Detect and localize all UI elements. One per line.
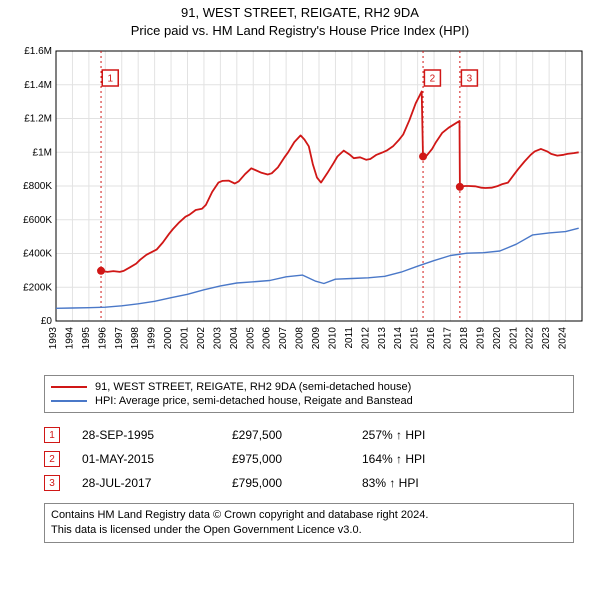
license-block: Contains HM Land Registry data © Crown c… bbox=[44, 503, 574, 543]
license-line1: Contains HM Land Registry data © Crown c… bbox=[51, 508, 567, 523]
sale-date: 28-JUL-2017 bbox=[82, 476, 232, 490]
svg-text:2021: 2021 bbox=[508, 327, 519, 350]
sale-price: £795,000 bbox=[232, 476, 362, 490]
chart-title-block: 91, WEST STREET, REIGATE, RH2 9DA Price … bbox=[8, 4, 592, 39]
license-line2: This data is licensed under the Open Gov… bbox=[51, 523, 567, 538]
svg-text:2017: 2017 bbox=[443, 327, 454, 350]
svg-text:2009: 2009 bbox=[311, 327, 322, 350]
svg-text:2007: 2007 bbox=[278, 327, 289, 350]
svg-text:2008: 2008 bbox=[295, 327, 306, 350]
sale-badge: 1 bbox=[44, 427, 60, 443]
legend: 91, WEST STREET, REIGATE, RH2 9DA (semi-… bbox=[44, 375, 574, 413]
svg-text:3: 3 bbox=[467, 74, 473, 85]
sale-row: 1 28-SEP-1995 £297,500 257% ↑ HPI bbox=[44, 423, 574, 447]
svg-text:2003: 2003 bbox=[212, 327, 223, 350]
svg-text:2004: 2004 bbox=[229, 327, 240, 350]
legend-label-property: 91, WEST STREET, REIGATE, RH2 9DA (semi-… bbox=[95, 381, 411, 393]
svg-text:1995: 1995 bbox=[81, 327, 92, 350]
sale-pct: 164% ↑ HPI bbox=[362, 452, 574, 466]
svg-text:2: 2 bbox=[430, 74, 436, 85]
svg-text:2024: 2024 bbox=[558, 327, 569, 350]
svg-text:2015: 2015 bbox=[410, 327, 421, 350]
sale-date: 28-SEP-1995 bbox=[82, 428, 232, 442]
price-chart: £0 £200K £400K £600K £800K £1M £1.2M £1.4M £1.6M… bbox=[8, 45, 592, 367]
sale-price: £975,000 bbox=[232, 452, 362, 466]
title-address: 91, WEST STREET, REIGATE, RH2 9DA bbox=[8, 4, 592, 22]
svg-text:£400K: £400K bbox=[23, 249, 52, 260]
sale-row: 3 28-JUL-2017 £795,000 83% ↑ HPI bbox=[44, 471, 574, 495]
legend-swatch-hpi bbox=[51, 400, 87, 402]
legend-item-property: 91, WEST STREET, REIGATE, RH2 9DA (semi-… bbox=[51, 380, 567, 394]
svg-text:2001: 2001 bbox=[180, 327, 191, 350]
svg-text:£0: £0 bbox=[41, 316, 53, 327]
svg-text:£1.4M: £1.4M bbox=[24, 80, 52, 91]
legend-swatch-property bbox=[51, 386, 87, 388]
sale-price: £297,500 bbox=[232, 428, 362, 442]
title-subtitle: Price paid vs. HM Land Registry's House … bbox=[8, 22, 592, 40]
svg-text:£1.2M: £1.2M bbox=[24, 114, 52, 125]
svg-text:1993: 1993 bbox=[48, 327, 59, 350]
svg-text:£200K: £200K bbox=[23, 282, 52, 293]
svg-text:2020: 2020 bbox=[492, 327, 503, 350]
svg-text:1996: 1996 bbox=[97, 327, 108, 350]
legend-label-hpi: HPI: Average price, semi-detached house,… bbox=[95, 395, 413, 407]
svg-text:1997: 1997 bbox=[114, 327, 125, 350]
svg-text:1998: 1998 bbox=[130, 327, 141, 350]
svg-text:2005: 2005 bbox=[245, 327, 256, 350]
svg-text:2022: 2022 bbox=[525, 327, 536, 350]
svg-text:2019: 2019 bbox=[475, 327, 486, 350]
svg-text:2023: 2023 bbox=[541, 327, 552, 350]
sales-table: 1 28-SEP-1995 £297,500 257% ↑ HPI 2 01-M… bbox=[44, 423, 574, 495]
svg-text:2011: 2011 bbox=[344, 327, 355, 349]
svg-text:2000: 2000 bbox=[163, 327, 174, 350]
svg-text:2018: 2018 bbox=[459, 327, 470, 350]
svg-text:£800K: £800K bbox=[23, 181, 52, 192]
svg-text:2002: 2002 bbox=[196, 327, 207, 350]
sale-date: 01-MAY-2015 bbox=[82, 452, 232, 466]
sale-badge: 2 bbox=[44, 451, 60, 467]
sale-pct: 257% ↑ HPI bbox=[362, 428, 574, 442]
sale-pct: 83% ↑ HPI bbox=[362, 476, 574, 490]
legend-item-hpi: HPI: Average price, semi-detached house,… bbox=[51, 394, 567, 408]
sale-badge: 3 bbox=[44, 475, 60, 491]
svg-text:1999: 1999 bbox=[147, 327, 158, 350]
svg-text:£1.6M: £1.6M bbox=[24, 46, 52, 57]
svg-text:1994: 1994 bbox=[64, 327, 75, 350]
svg-text:£600K: £600K bbox=[23, 215, 52, 226]
svg-text:2016: 2016 bbox=[426, 327, 437, 350]
svg-text:2013: 2013 bbox=[377, 327, 388, 350]
sale-row: 2 01-MAY-2015 £975,000 164% ↑ HPI bbox=[44, 447, 574, 471]
svg-text:1: 1 bbox=[107, 74, 113, 85]
svg-text:2012: 2012 bbox=[360, 327, 371, 350]
svg-text:2014: 2014 bbox=[393, 327, 404, 350]
svg-text:2010: 2010 bbox=[327, 327, 338, 350]
svg-text:2006: 2006 bbox=[262, 327, 273, 350]
svg-text:£1M: £1M bbox=[33, 147, 52, 158]
